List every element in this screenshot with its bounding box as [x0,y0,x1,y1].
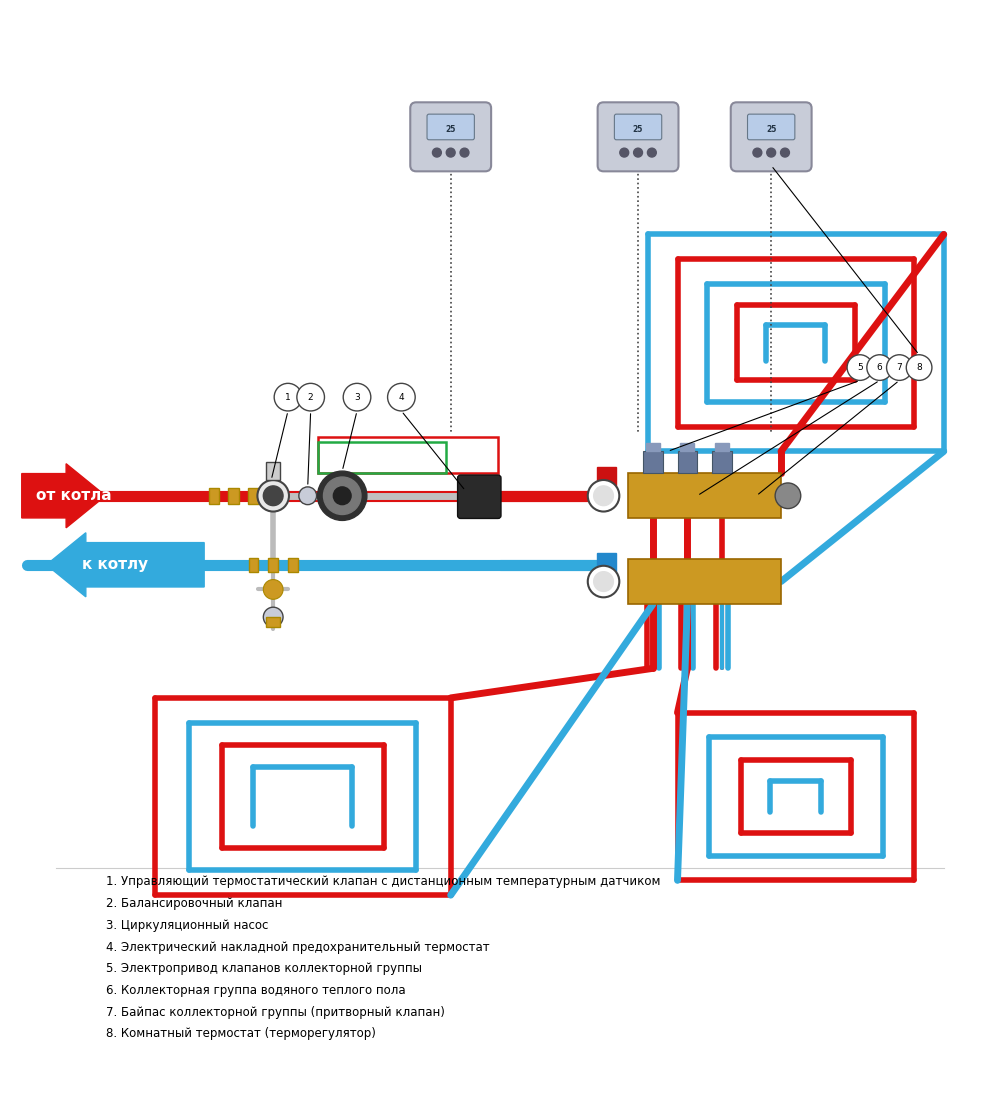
Bar [268,558,278,572]
Text: от котла: от котла [36,488,112,504]
FancyArrow shape [46,532,204,597]
Circle shape [263,607,283,627]
Bar [646,443,660,451]
Text: 5. Электропривод клапанов коллекторной группы: 5. Электропривод клапанов коллекторной г… [106,962,422,976]
Circle shape [588,480,619,512]
Bar [628,473,781,518]
Bar [678,451,697,473]
Circle shape [781,148,789,157]
Circle shape [594,572,613,592]
Circle shape [343,383,371,411]
Text: 3: 3 [354,393,360,402]
FancyBboxPatch shape [614,114,662,140]
Bar [712,451,732,473]
FancyBboxPatch shape [458,475,501,518]
Bar [266,617,280,627]
Text: 3. Циркуляционный насос: 3. Циркуляционный насос [106,918,268,932]
Text: 4: 4 [399,393,404,402]
Circle shape [887,354,912,381]
Text: 6. Коллекторная группа водяного теплого пола: 6. Коллекторная группа водяного теплого … [106,983,405,997]
Circle shape [263,486,283,506]
FancyBboxPatch shape [427,114,474,140]
Text: к котлу: к котлу [82,558,148,572]
Circle shape [297,383,324,411]
Circle shape [323,477,361,515]
Bar [228,488,239,504]
Bar [643,451,663,473]
Circle shape [594,483,619,508]
Bar [209,488,219,504]
Circle shape [620,148,629,157]
Text: 25: 25 [633,125,643,134]
FancyBboxPatch shape [410,102,491,172]
Circle shape [274,383,302,411]
Circle shape [594,569,619,594]
Bar [248,488,259,504]
Text: 2: 2 [308,393,313,402]
Bar [288,558,298,572]
Text: 25: 25 [446,125,456,134]
Circle shape [460,148,469,157]
Circle shape [867,354,892,381]
Circle shape [647,148,656,157]
Circle shape [775,483,801,508]
Bar [249,558,258,572]
Circle shape [263,580,283,600]
Bar [597,468,616,488]
Bar [597,553,616,574]
FancyBboxPatch shape [598,102,678,172]
Text: 5: 5 [857,363,863,372]
Text: 8: 8 [916,363,922,372]
Bar [266,462,280,480]
Bar [715,443,729,451]
Circle shape [257,480,289,512]
Circle shape [847,354,873,381]
Circle shape [388,383,415,411]
Circle shape [906,354,932,381]
FancyArrow shape [22,464,106,528]
Text: 8. Комнатный термостат (терморегулятор): 8. Комнатный термостат (терморегулятор) [106,1027,375,1041]
Text: 7. Байпас коллекторной группы (притворный клапан): 7. Байпас коллекторной группы (притворны… [106,1005,444,1019]
Text: 4. Электрический накладной предохранительный термостат: 4. Электрический накладной предохранител… [106,940,489,954]
FancyBboxPatch shape [748,114,795,140]
Text: 1: 1 [285,393,291,402]
Circle shape [318,471,367,520]
Bar [680,443,694,451]
Circle shape [588,565,619,597]
Text: 25: 25 [766,125,776,134]
Circle shape [299,487,317,505]
Circle shape [634,148,642,157]
Circle shape [446,148,455,157]
Text: 6: 6 [877,363,883,372]
Circle shape [767,148,776,157]
Circle shape [432,148,441,157]
Text: 7: 7 [897,363,902,372]
FancyBboxPatch shape [731,102,812,172]
Circle shape [333,487,351,505]
Text: 2. Балансировочный клапан: 2. Балансировочный клапан [106,898,282,910]
Bar [628,559,781,604]
Text: 1. Управляющий термостатический клапан с дистанционным температурным датчиком: 1. Управляющий термостатический клапан с… [106,876,660,889]
Circle shape [753,148,762,157]
Circle shape [594,486,613,506]
